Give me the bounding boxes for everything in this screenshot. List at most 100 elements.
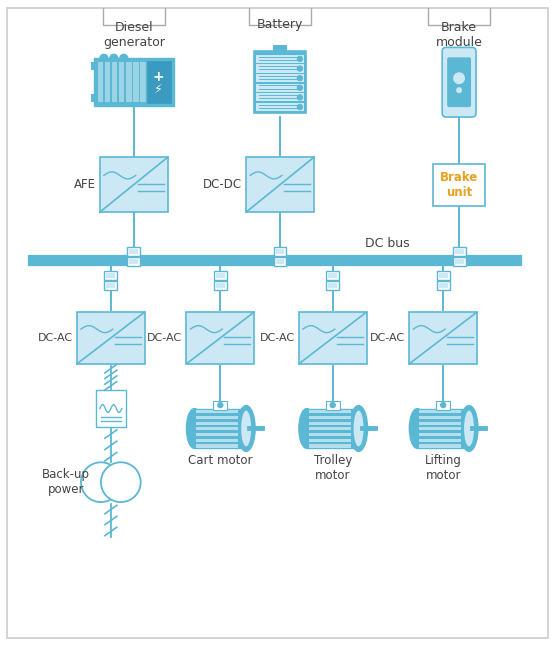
Bar (309, 422, 351, 425)
Text: DC-AC: DC-AC (38, 333, 73, 343)
Bar (107, 273, 115, 278)
Ellipse shape (186, 408, 203, 448)
Bar (299, 312, 366, 364)
Bar (77, 312, 145, 364)
Bar (274, 247, 286, 256)
Bar (196, 444, 238, 448)
Bar (256, 93, 304, 101)
Text: Brake
unit: Brake unit (440, 171, 478, 199)
Bar (256, 74, 304, 82)
FancyBboxPatch shape (7, 8, 548, 638)
Bar (328, 283, 337, 287)
Circle shape (120, 54, 128, 62)
Text: +: + (153, 70, 164, 84)
Bar (256, 65, 304, 72)
Text: Brake
module: Brake module (436, 21, 482, 48)
Circle shape (453, 72, 465, 84)
Text: Lifting
motor: Lifting motor (425, 454, 462, 483)
Bar (309, 433, 351, 436)
Bar (129, 249, 138, 254)
Ellipse shape (299, 408, 315, 448)
Bar (127, 247, 140, 256)
Bar (419, 416, 461, 419)
Bar (154, 62, 160, 102)
Bar (105, 62, 110, 102)
Bar (214, 281, 227, 289)
Bar (127, 257, 140, 266)
Bar (196, 428, 238, 430)
Bar (112, 62, 118, 102)
Ellipse shape (350, 406, 367, 452)
Bar (213, 401, 227, 410)
Ellipse shape (354, 411, 364, 446)
Bar (326, 401, 340, 410)
Bar (437, 271, 450, 280)
Bar (104, 271, 117, 280)
Bar (436, 401, 450, 410)
Bar (417, 408, 469, 448)
Bar (104, 281, 117, 289)
Circle shape (297, 76, 302, 81)
Bar (196, 433, 238, 436)
Bar (147, 62, 153, 102)
Circle shape (297, 105, 302, 109)
Bar (133, 62, 139, 102)
Bar (94, 58, 174, 106)
Bar (438, 283, 448, 287)
Bar (328, 273, 337, 278)
Bar (309, 439, 351, 442)
Bar (455, 249, 463, 254)
Bar (107, 283, 115, 287)
Bar (453, 257, 466, 266)
Text: DC-AC: DC-AC (370, 333, 405, 343)
Bar (129, 259, 138, 264)
Bar (419, 410, 461, 413)
Bar (275, 249, 285, 254)
Bar (309, 428, 351, 430)
FancyBboxPatch shape (447, 57, 471, 107)
Bar (437, 281, 450, 289)
Bar (309, 416, 351, 419)
Bar (256, 84, 304, 92)
Bar (307, 408, 359, 448)
Circle shape (81, 463, 121, 502)
Ellipse shape (460, 406, 478, 452)
Bar (98, 62, 103, 102)
Circle shape (100, 54, 108, 62)
Circle shape (297, 85, 302, 90)
Bar (419, 433, 461, 436)
Bar (186, 312, 254, 364)
Bar (214, 271, 227, 280)
Text: DC-AC: DC-AC (260, 333, 295, 343)
Text: DC bus: DC bus (365, 237, 409, 251)
Text: Diesel
generator: Diesel generator (103, 21, 165, 48)
Bar (194, 408, 246, 448)
Text: DC-DC: DC-DC (203, 178, 242, 191)
Bar (91, 94, 96, 102)
Ellipse shape (464, 411, 474, 446)
Bar (246, 158, 314, 212)
Bar (196, 410, 238, 413)
Ellipse shape (410, 408, 425, 448)
Bar (455, 259, 463, 264)
Bar (419, 422, 461, 425)
Circle shape (330, 402, 335, 408)
Circle shape (101, 463, 140, 502)
Text: ⚡: ⚡ (154, 83, 163, 96)
Bar (216, 283, 225, 287)
Bar (216, 273, 225, 278)
Circle shape (456, 87, 462, 93)
Bar (438, 273, 448, 278)
Circle shape (297, 66, 302, 71)
Bar (410, 312, 477, 364)
Text: Cart motor: Cart motor (188, 454, 253, 467)
Ellipse shape (241, 411, 251, 446)
Text: AFE: AFE (74, 178, 96, 191)
Bar (326, 281, 339, 289)
Bar (273, 45, 287, 52)
Circle shape (297, 56, 302, 61)
Text: Back-up
power: Back-up power (42, 468, 90, 496)
Bar (326, 271, 339, 280)
Bar (140, 62, 145, 102)
Bar (96, 390, 126, 428)
